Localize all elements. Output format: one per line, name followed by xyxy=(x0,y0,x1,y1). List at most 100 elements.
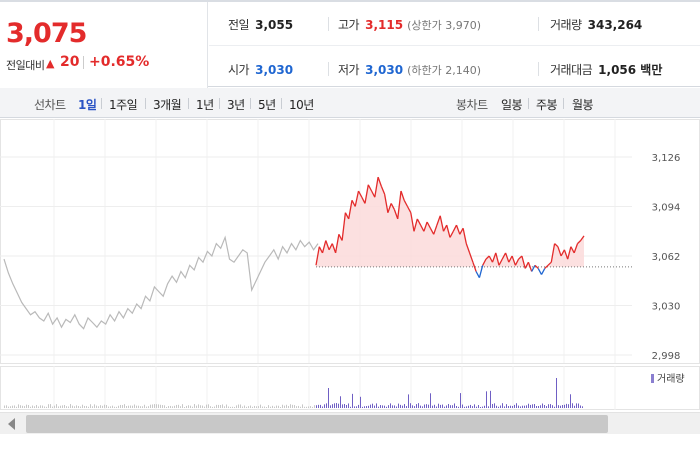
volume-bar xyxy=(262,406,263,408)
tab-1year[interactable]: 1년 xyxy=(196,98,214,112)
stat-value: 3,055 xyxy=(255,18,294,32)
tab-1week[interactable]: 1주일 xyxy=(109,98,138,112)
divider xyxy=(328,62,329,76)
today-series-segment xyxy=(390,203,395,210)
volume-bar xyxy=(446,405,447,408)
tab-5year[interactable]: 5년 xyxy=(258,98,276,112)
volume-bar xyxy=(542,403,543,408)
stat-high: 고가 3,115 (상한가 3,970) xyxy=(338,16,481,33)
volume-bar xyxy=(64,404,65,408)
volume-bar xyxy=(198,404,199,408)
volume-bar xyxy=(230,406,231,408)
volume-bar xyxy=(462,404,463,408)
volume-bar xyxy=(116,406,117,408)
volume-bar xyxy=(274,406,275,408)
volume-bar xyxy=(44,406,45,408)
volume-bar xyxy=(18,404,19,408)
volume-bar xyxy=(114,406,115,408)
volume-bar xyxy=(66,406,67,408)
today-series-segment xyxy=(403,199,409,207)
volume-bar xyxy=(266,406,267,408)
volume-bar xyxy=(164,405,165,408)
volume-bar xyxy=(160,404,161,408)
volume-bar xyxy=(50,404,51,408)
today-series-segment xyxy=(328,243,333,251)
y-tick-label: 2,998 xyxy=(652,351,681,362)
volume-bar xyxy=(210,406,211,408)
volume-bar xyxy=(504,406,505,408)
tab-monthly-candle[interactable]: 월봉 xyxy=(572,98,594,112)
candle-chart-label: 봉차트 xyxy=(456,98,488,112)
tab-3year[interactable]: 3년 xyxy=(227,98,245,112)
chart-scrollbar[interactable] xyxy=(0,412,700,434)
today-series-segment xyxy=(383,193,389,213)
today-series-segment xyxy=(560,249,565,257)
volume-bar xyxy=(256,406,257,408)
scroll-left-arrow-icon[interactable] xyxy=(8,418,15,430)
volume-bar xyxy=(316,405,317,408)
volume-bar xyxy=(432,405,433,408)
volume-bar xyxy=(74,406,75,408)
today-series-segment xyxy=(540,268,546,275)
today-series-segment xyxy=(426,221,431,229)
volume-bar xyxy=(144,404,145,408)
volume-bar xyxy=(14,405,15,408)
volume-bar xyxy=(368,405,369,408)
divider xyxy=(538,17,539,31)
tab-3month[interactable]: 3개월 xyxy=(153,98,182,112)
today-series-segment xyxy=(423,221,428,232)
price-chart[interactable]: 3,126 3,094 3,062 3,030 2,998 xyxy=(0,119,700,364)
volume-bar xyxy=(568,404,569,408)
tab-daily-candle[interactable]: 일봉 xyxy=(501,98,523,112)
today-series-segment xyxy=(498,258,503,266)
volume-bar xyxy=(532,404,533,408)
volume-bar xyxy=(458,406,459,408)
volume-bar xyxy=(202,405,203,408)
volume-bar xyxy=(560,405,561,408)
today-series-segment xyxy=(511,255,517,266)
volume-bar xyxy=(62,405,63,408)
volume-bar xyxy=(508,406,509,408)
volume-bar xyxy=(12,405,13,408)
today-series-segment xyxy=(514,258,520,266)
today-series-segment xyxy=(387,203,392,213)
volume-bar xyxy=(150,404,151,408)
scrollbar-thumb[interactable] xyxy=(26,415,608,433)
volume-bar xyxy=(378,406,379,408)
volume-bar xyxy=(222,404,223,408)
today-series-segment xyxy=(321,240,327,254)
volume-bar xyxy=(488,406,489,408)
volume-bar xyxy=(302,404,303,408)
today-series-segment xyxy=(557,246,562,257)
volume-bar xyxy=(436,406,437,408)
today-series-segment xyxy=(449,230,454,238)
volume-bar xyxy=(220,405,221,408)
today-series-segment xyxy=(482,258,487,266)
volume-bar xyxy=(468,405,469,408)
volume-bar xyxy=(194,404,195,408)
volume-bar xyxy=(108,406,109,408)
today-series-segment xyxy=(420,224,425,232)
today-series-segment xyxy=(400,190,405,201)
volume-bar xyxy=(476,406,477,408)
volume-bar xyxy=(134,404,135,408)
volume-bar xyxy=(550,404,551,408)
today-series-segment xyxy=(508,255,513,263)
volume-bar xyxy=(286,404,287,408)
volume-bar xyxy=(512,405,513,408)
current-price: 3,075 xyxy=(6,18,87,49)
volume-bar xyxy=(580,405,581,408)
tab-weekly-candle[interactable]: 주봉 xyxy=(536,98,558,112)
stat-low: 저가 3,030 (하한가 2,140) xyxy=(338,61,481,78)
volume-bar xyxy=(248,406,249,408)
volume-bar xyxy=(296,406,297,408)
volume-bar xyxy=(524,405,525,408)
today-series-segment xyxy=(442,224,448,232)
volume-bar xyxy=(22,405,23,408)
today-series-segment xyxy=(527,261,533,272)
tab-10year[interactable]: 10년 xyxy=(289,98,314,112)
tab-1day[interactable]: 1일 xyxy=(78,98,97,112)
volume-bar xyxy=(354,406,355,408)
today-series-segment xyxy=(550,243,556,263)
today-series-segment xyxy=(537,268,543,275)
